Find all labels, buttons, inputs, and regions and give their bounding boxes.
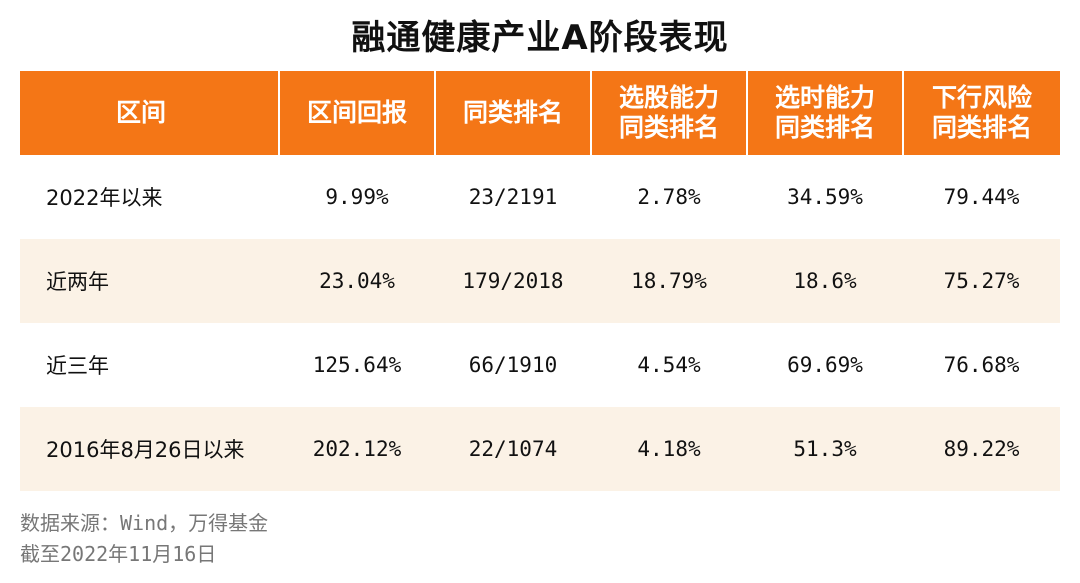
header-timing-rank: 选时能力 同类排名 <box>747 71 904 155</box>
header-stock-picking-rank: 选股能力 同类排名 <box>591 71 748 155</box>
cell-period: 2016年8月26日以来 <box>20 407 279 491</box>
cell-rank: 66/1910 <box>435 323 591 407</box>
cell-period: 近三年 <box>20 323 279 407</box>
header-downside-risk-rank: 下行风险 同类排名 <box>903 71 1060 155</box>
cell-period: 近两年 <box>20 239 279 323</box>
cell-downside-risk-rank: 89.22% <box>903 407 1060 491</box>
cell-timing-rank: 69.69% <box>747 323 903 407</box>
cell-stock-picking-rank: 4.54% <box>591 323 747 407</box>
table-row: 近三年 125.64% 66/1910 4.54% 69.69% 76.68% <box>20 323 1060 407</box>
table-row: 近两年 23.04% 179/2018 18.79% 18.6% 75.27% <box>20 239 1060 323</box>
cell-return: 202.12% <box>279 407 435 491</box>
cell-timing-rank: 34.59% <box>747 155 903 239</box>
cell-return: 23.04% <box>279 239 435 323</box>
cell-rank: 22/1074 <box>435 407 591 491</box>
cell-stock-picking-rank: 4.18% <box>591 407 747 491</box>
cell-downside-risk-rank: 76.68% <box>903 323 1060 407</box>
date-note: 截至2022年11月16日 <box>20 542 217 566</box>
cell-downside-risk-rank: 75.27% <box>903 239 1060 323</box>
cell-rank: 23/2191 <box>435 155 591 239</box>
table-header-row: 区间 区间回报 同类排名 选股能力 同类排名 选时能力 同类排名 下行风险 同类排名 <box>20 71 1060 155</box>
cell-timing-rank: 18.6% <box>747 239 903 323</box>
cell-stock-picking-rank: 18.79% <box>591 239 747 323</box>
cell-return: 125.64% <box>279 323 435 407</box>
table-row: 2022年以来 9.99% 23/2191 2.78% 34.59% 79.44… <box>20 155 1060 239</box>
cell-period: 2022年以来 <box>20 155 279 239</box>
cell-rank: 179/2018 <box>435 239 591 323</box>
performance-table: 区间 区间回报 同类排名 选股能力 同类排名 选时能力 同类排名 下行风险 同类排名 … <box>20 71 1060 491</box>
page-title: 融通健康产业A阶段表现 <box>351 18 729 58</box>
cell-timing-rank: 51.3% <box>747 407 903 491</box>
header-period: 区间 <box>20 71 280 155</box>
table-row: 2016年8月26日以来 202.12% 22/1074 4.18% 51.3%… <box>20 407 1060 491</box>
cell-return: 9.99% <box>279 155 435 239</box>
source-note: 数据来源：Wind，万得基金 <box>20 511 269 535</box>
cell-downside-risk-rank: 79.44% <box>903 155 1060 239</box>
header-return: 区间回报 <box>279 71 436 155</box>
cell-stock-picking-rank: 2.78% <box>591 155 747 239</box>
header-rank: 同类排名 <box>435 71 592 155</box>
